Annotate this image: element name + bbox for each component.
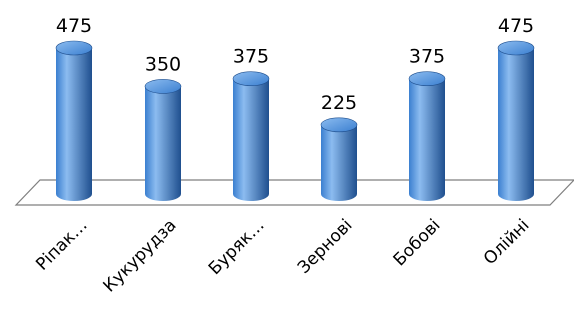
data-label: 475	[56, 15, 92, 37]
bar-body	[498, 48, 534, 201]
bar-cap	[320, 117, 358, 133]
data-label: 475	[498, 15, 534, 37]
chart-floor	[14, 179, 574, 206]
bar-6	[497, 40, 535, 201]
bar-cap	[55, 40, 93, 56]
bar-2	[144, 79, 182, 201]
data-label: 375	[409, 46, 445, 68]
bar-5	[408, 71, 446, 201]
data-label: 225	[321, 92, 357, 114]
data-label: 350	[145, 53, 181, 75]
bar-body	[145, 86, 181, 201]
category-label: Буряк…	[205, 215, 269, 279]
bar-body	[56, 48, 92, 201]
bar-body	[233, 78, 269, 201]
category-label: Бобові	[390, 215, 445, 270]
bar-body	[321, 124, 357, 201]
category-label: Кукурудза	[100, 215, 181, 296]
category-label: Ріпак…	[32, 215, 91, 274]
bar-4	[320, 117, 358, 201]
category-label: Олійні	[480, 215, 534, 269]
bar-cap	[408, 71, 446, 87]
category-label: Зернові	[294, 215, 357, 278]
bar-1	[55, 40, 93, 201]
bar-3	[232, 71, 270, 201]
bar-cap	[497, 40, 535, 56]
data-label: 375	[233, 46, 269, 68]
bar-cap	[144, 79, 182, 94]
bar-cap	[232, 71, 270, 87]
bar-body	[409, 78, 445, 201]
